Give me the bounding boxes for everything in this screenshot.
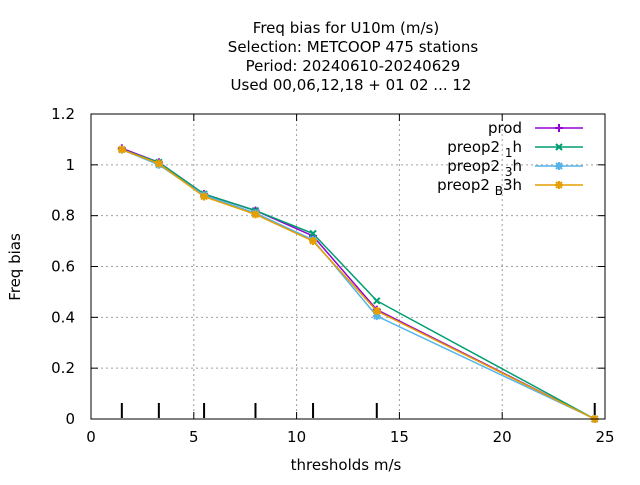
data-point: [309, 229, 317, 238]
data-point: [200, 192, 209, 201]
marker-stroke: [118, 145, 126, 154]
legend-marker: [555, 162, 563, 170]
legend-marker: [555, 124, 563, 132]
series-line: [121, 148, 596, 420]
legend-label: preop2 B3h: [437, 176, 522, 198]
title-line-2: Selection: METCOOP 475 stations: [228, 38, 479, 56]
y-tick-label: 0.4: [51, 308, 75, 326]
data-point: [117, 145, 126, 154]
x-tick-label: 5: [189, 428, 199, 446]
marker-stroke: [373, 297, 381, 305]
plot-frame: [90, 113, 606, 420]
series-lines: [117, 144, 599, 423]
axis-ticks: 0 0.2 0.4 0.6 0.8 1 1.2 0 5 10 15 20 25: [51, 105, 614, 446]
marker-stroke: [373, 307, 381, 315]
series-preop2-1h: [118, 145, 599, 423]
y-tick-label: 1.2: [51, 105, 75, 123]
data-point: [373, 297, 381, 305]
marker-stroke: [251, 210, 260, 219]
chart-title: Freq bias for U10m (m/s) Selection: METC…: [228, 19, 479, 94]
data-point: [309, 237, 318, 246]
x-tick-label: 20: [493, 428, 512, 446]
x-tick-label: 25: [595, 428, 614, 446]
legend-item: prod: [488, 119, 583, 137]
y-tick-label: 0: [65, 410, 75, 428]
data-point: [372, 306, 381, 315]
legend-marker: [555, 143, 563, 151]
legend-label: prod: [488, 119, 522, 137]
x-axis-label: thresholds m/s: [291, 456, 402, 474]
y-axis-label: Freq bias: [6, 233, 24, 301]
legend-item: preop2 B3h: [437, 176, 583, 198]
legend-marker: [555, 181, 563, 189]
legend-item: preop2 3h: [447, 157, 583, 179]
threshold-marks: [120, 403, 596, 418]
data-point: [251, 210, 260, 219]
marker-stroke: [555, 181, 563, 189]
grid: [91, 114, 605, 419]
title-line-4: Used 00,06,12,18 + 01 02 ... 12: [231, 76, 472, 94]
title-line-1: Freq bias for U10m (m/s): [253, 19, 439, 37]
series-line: [121, 148, 596, 420]
data-point: [154, 159, 163, 168]
marker-stroke: [555, 162, 563, 170]
x-tick-label: 10: [287, 428, 306, 446]
legend-label: preop2 1h: [447, 138, 522, 160]
marker-stroke: [309, 229, 317, 238]
legend-label: preop2 3h: [447, 157, 522, 179]
title-line-3: Period: 20240610-20240629: [246, 57, 461, 75]
x-tick-label: 15: [390, 428, 409, 446]
marker-stroke: [309, 237, 317, 245]
marker-stroke: [555, 143, 563, 151]
y-tick-label: 0.8: [51, 207, 75, 225]
marker-stroke: [155, 159, 163, 168]
marker-stroke: [200, 192, 208, 201]
y-tick-label: 0.6: [51, 258, 75, 276]
series-line: [121, 148, 596, 420]
legend-item: preop2 1h: [447, 138, 583, 160]
x-tick-label: 0: [86, 428, 96, 446]
y-tick-label: 0.2: [51, 359, 75, 377]
y-tick-label: 1: [65, 156, 75, 174]
